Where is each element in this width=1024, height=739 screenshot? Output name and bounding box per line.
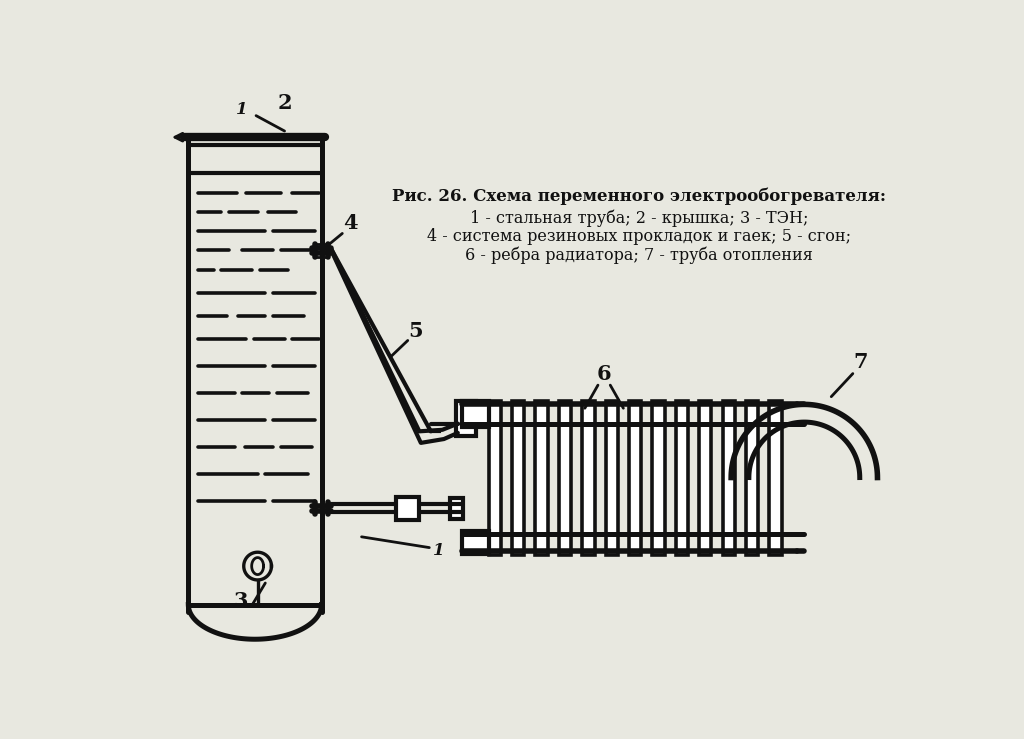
Polygon shape	[745, 401, 759, 554]
Text: 1: 1	[433, 542, 444, 559]
Text: 5: 5	[409, 321, 423, 341]
Text: 4: 4	[343, 214, 357, 234]
Text: 1: 1	[237, 101, 248, 118]
Text: 3: 3	[233, 590, 248, 610]
Polygon shape	[462, 401, 488, 426]
Polygon shape	[536, 401, 548, 554]
Text: 4 - система резиновых прокладок и гаек; 5 - сгон;: 4 - система резиновых прокладок и гаек; …	[427, 228, 851, 245]
Polygon shape	[769, 401, 781, 554]
Polygon shape	[315, 244, 328, 248]
Polygon shape	[723, 401, 735, 554]
Polygon shape	[462, 531, 488, 554]
Polygon shape	[605, 401, 617, 554]
Text: 6 - ребра радиатора; 7 - труба отопления: 6 - ребра радиатора; 7 - труба отопления	[465, 246, 813, 264]
Polygon shape	[676, 401, 688, 554]
Text: 1 - стальная труба; 2 - крышка; 3 - ТЭН;: 1 - стальная труба; 2 - крышка; 3 - ТЭН;	[470, 209, 808, 227]
Polygon shape	[456, 401, 475, 436]
Polygon shape	[512, 401, 524, 554]
Polygon shape	[488, 401, 501, 554]
Polygon shape	[652, 401, 665, 554]
Polygon shape	[559, 401, 571, 554]
Polygon shape	[699, 401, 712, 554]
Polygon shape	[451, 497, 463, 519]
Text: 2: 2	[278, 92, 292, 112]
Text: Рис. 26. Схема переменного электрообогревателя:: Рис. 26. Схема переменного электрообогре…	[392, 188, 886, 205]
Polygon shape	[583, 401, 595, 554]
Polygon shape	[315, 253, 328, 256]
Polygon shape	[629, 401, 641, 554]
Text: 6: 6	[597, 364, 611, 384]
Text: 7: 7	[853, 352, 867, 372]
Polygon shape	[396, 497, 419, 520]
